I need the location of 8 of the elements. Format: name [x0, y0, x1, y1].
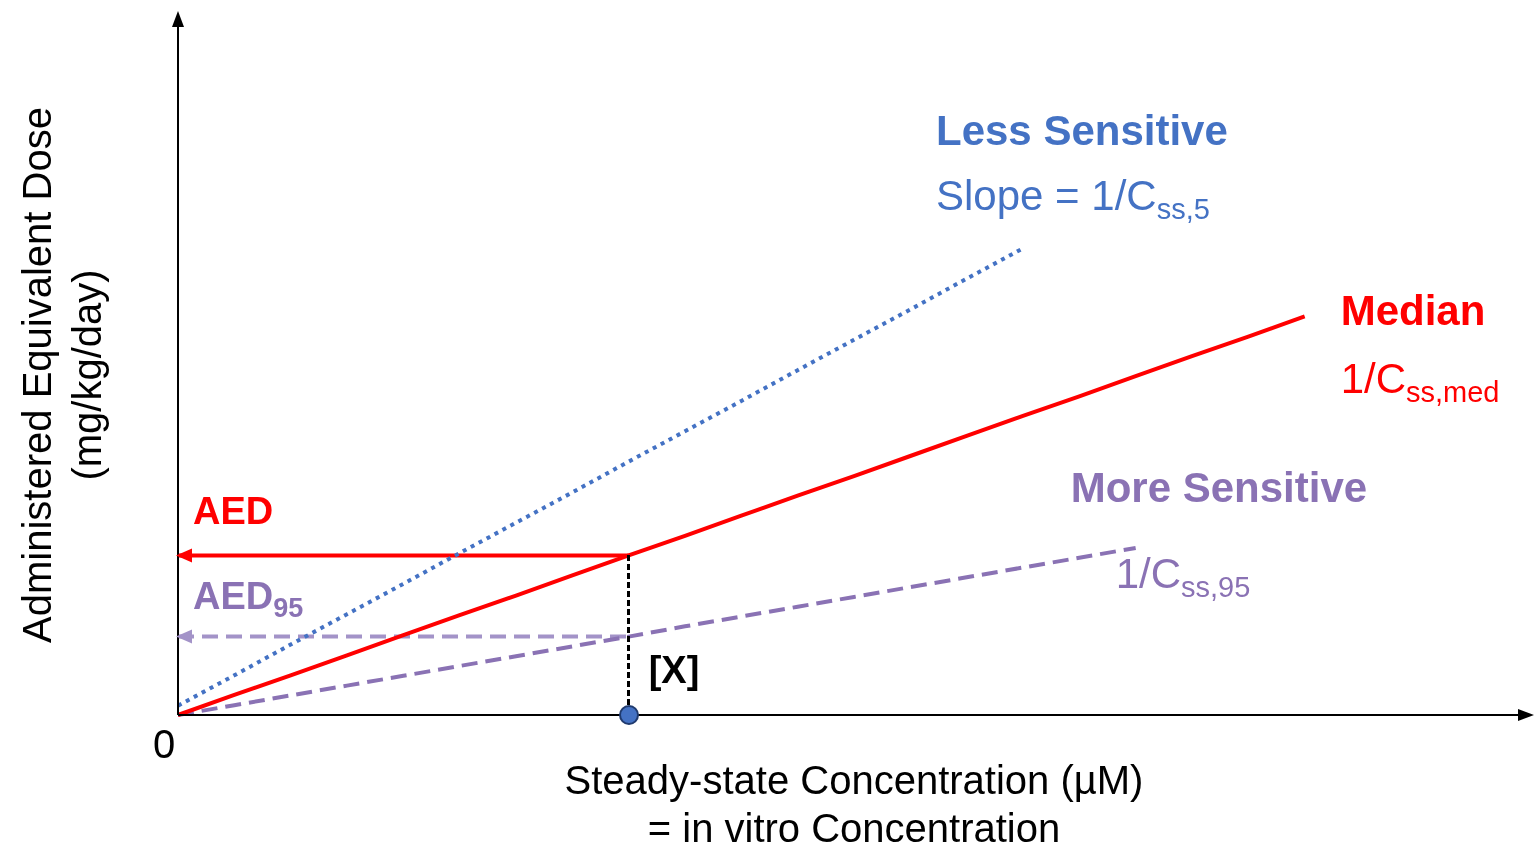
series-label: Median [1340, 287, 1486, 335]
series-label: More Sensitive [1070, 463, 1368, 511]
text: Less Sensitive [936, 106, 1228, 154]
annotation: AED [193, 489, 274, 532]
y-axis-title: Administered Equivalent Dose (mg/kg/day) [15, 107, 110, 643]
annotation: [X] [648, 649, 700, 692]
text: 0 [152, 722, 176, 767]
x-axis-title: Steady-state Concentration (µM) = in vitro Concentration [564, 758, 1144, 851]
